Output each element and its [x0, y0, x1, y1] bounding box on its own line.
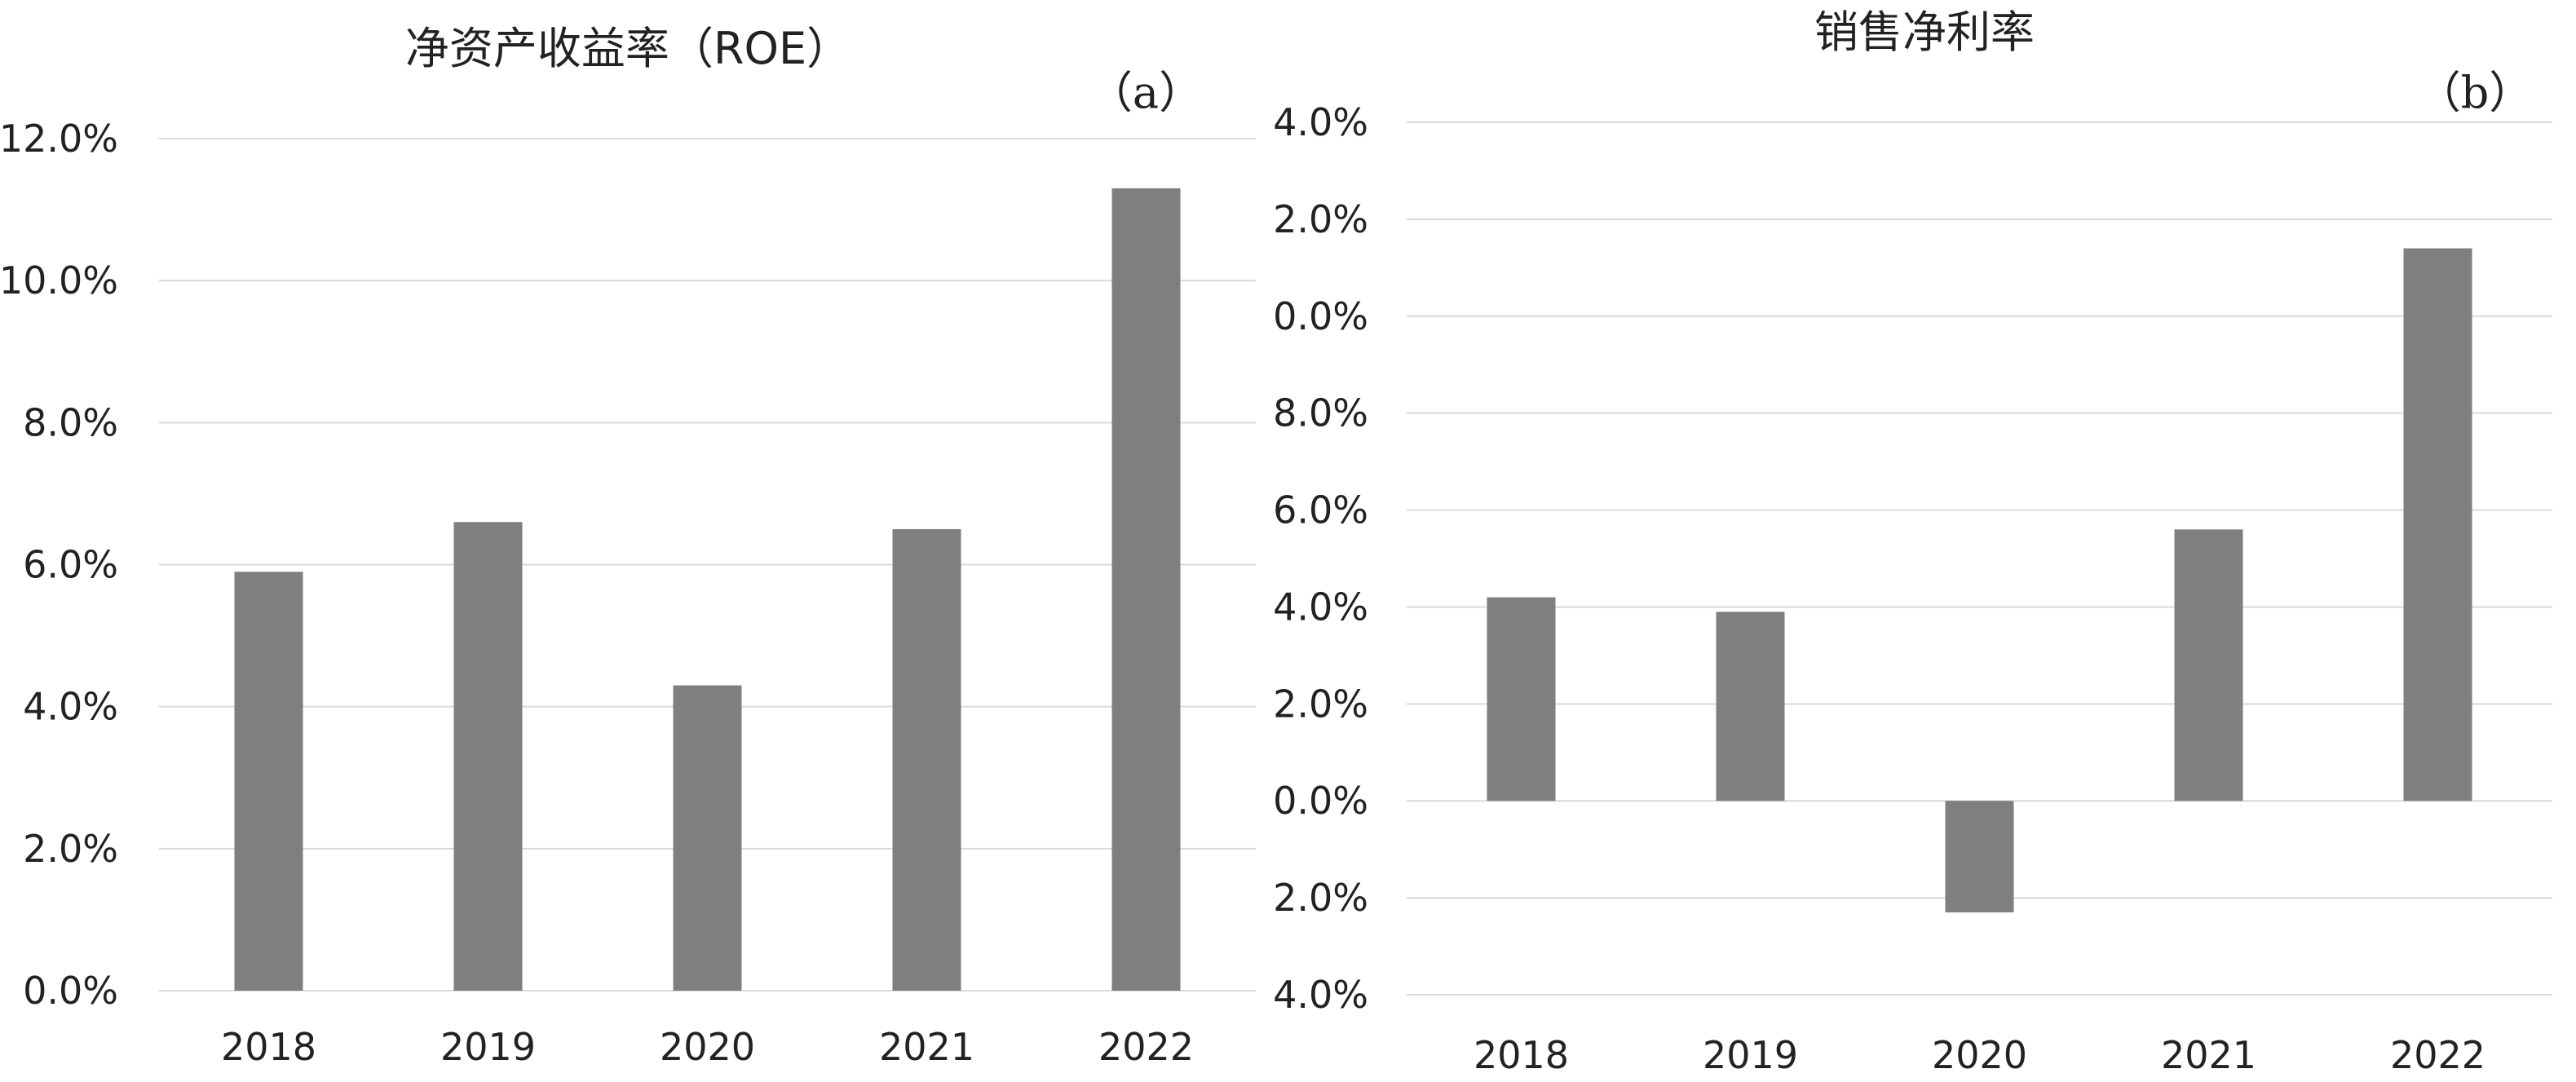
x-tick-label-a-2021: 2021 [879, 1025, 974, 1069]
bars-a [234, 188, 1181, 991]
y-tick-label-a-2: 4.0% [23, 685, 118, 729]
y-tick-label-b-3: 2.0% [1273, 682, 1368, 726]
bar-a-2022 [1111, 188, 1181, 991]
bar-a-2021 [892, 528, 961, 991]
y-tick-label-a-5: 10.0% [0, 258, 118, 303]
net-profit-margin-bar-chart: 销售净利率 （b） -4.0% -2.0% 0.0% 2.0% 4.0% 6.0% 8.0%… [1272, 7, 2552, 1077]
y-tick-label-b-4: 4.0% [1273, 585, 1368, 629]
panel-label-a: （a） [1089, 67, 1203, 118]
bars-b [1487, 248, 2472, 912]
y-tick-label-a-4: 8.0% [23, 400, 118, 444]
bar-b-2022 [2403, 248, 2472, 802]
chart-title-b: 销售净利率 [1814, 7, 2035, 58]
x-tick-label-b-2021: 2021 [2161, 1033, 2256, 1077]
bar-b-2019 [1716, 612, 1785, 802]
x-tick-label-b-2022: 2022 [2390, 1033, 2485, 1077]
y-tick-label-b-0: -4.0% [1272, 973, 1368, 1017]
bar-b-2021 [2174, 529, 2243, 802]
y-tick-label-b-1: -2.0% [1272, 876, 1368, 920]
bar-a-2018 [234, 572, 303, 991]
x-tick-label-b-2018: 2018 [1474, 1033, 1569, 1077]
x-tick-label-b-2020: 2020 [1932, 1033, 2027, 1077]
x-tick-label-a-2019: 2019 [440, 1025, 536, 1069]
x-axis-b: 2018 2019 2020 2021 2022 [1474, 1033, 2485, 1077]
chart-title-a: 净资产收益率（ROE） [405, 23, 851, 74]
x-tick-label-a-2018: 2018 [221, 1025, 316, 1069]
y-tick-label-b-6: 8.0% [1273, 391, 1368, 435]
y-tick-label-a-0: 0.0% [23, 969, 118, 1013]
x-tick-label-a-2020: 2020 [660, 1025, 755, 1069]
bar-a-2019 [453, 522, 523, 991]
gridlines-b [1407, 121, 2552, 996]
y-tick-label-b-8: 12.0% [1272, 197, 1368, 241]
y-tick-label-b-9: 14.0% [1272, 100, 1368, 144]
y-axis-a: 0.0% 2.0% 4.0% 6.0% 8.0% 10.0% 12.0% [0, 117, 118, 1013]
bar-a-2020 [673, 685, 742, 991]
y-tick-label-a-1: 2.0% [23, 827, 118, 871]
y-tick-label-b-7: 10.0% [1272, 294, 1368, 338]
y-tick-label-b-5: 6.0% [1273, 488, 1368, 532]
bar-b-2018 [1487, 597, 1556, 802]
roe-bar-chart: 净资产收益率（ROE） （a） 0.0% 2.0% 4.0% 6.0% 8.0% 10.0… [0, 23, 1256, 1069]
x-tick-label-a-2022: 2022 [1098, 1025, 1194, 1069]
y-axis-b: -4.0% -2.0% 0.0% 2.0% 4.0% 6.0% 8.0% 10.0% 12.0%… [1272, 100, 1368, 1017]
y-tick-label-a-6: 12.0% [0, 117, 118, 161]
y-tick-label-b-2: 0.0% [1273, 779, 1368, 823]
x-axis-a: 2018 2019 2020 2021 2022 [221, 1025, 1194, 1069]
y-tick-label-a-3: 6.0% [23, 543, 118, 587]
bar-b-2020 [1945, 801, 2014, 912]
panel-label-b: （b） [2417, 67, 2534, 118]
x-tick-label-b-2019: 2019 [1703, 1033, 1798, 1077]
